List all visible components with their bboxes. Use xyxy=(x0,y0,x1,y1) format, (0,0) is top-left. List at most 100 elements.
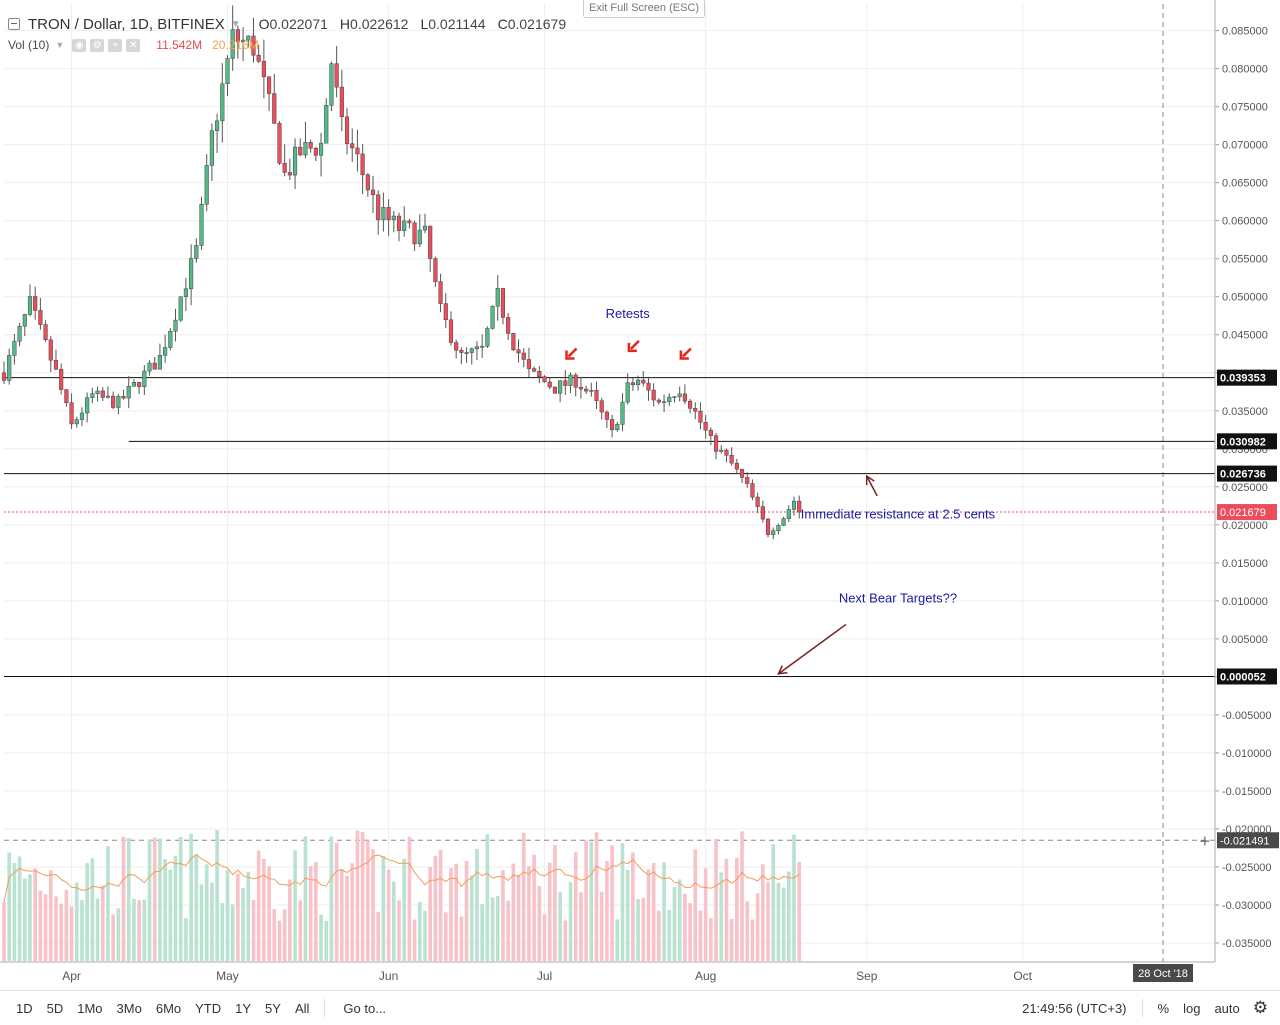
price-axis[interactable]: 0.085000 0.080000 0.075000 0.070000 0.065000… xyxy=(1199,0,1279,962)
candle-body xyxy=(344,116,350,144)
volume-bar xyxy=(220,903,225,961)
volume-bar xyxy=(173,855,178,961)
volume-bar xyxy=(43,894,48,961)
volume-bar xyxy=(490,897,495,961)
candle-body xyxy=(381,207,386,221)
x-tick-label: Aug xyxy=(695,969,716,983)
close-value: C0.021679 xyxy=(497,16,567,32)
volume-bar xyxy=(121,836,126,961)
range-button-5d[interactable]: 5D xyxy=(46,1000,64,1016)
candle-body xyxy=(568,374,573,386)
crosshair-price-box xyxy=(1217,832,1279,849)
symbol-legend: TRON / Dollar, 1D, BITFINEX ▼ O0.022071 … xyxy=(8,14,566,34)
volume-bar xyxy=(350,863,355,961)
candle-body xyxy=(178,296,183,321)
candle-body xyxy=(391,215,396,221)
candle-body xyxy=(251,35,256,56)
candle-body xyxy=(142,370,147,387)
range-button-1y[interactable]: 1Y xyxy=(235,1000,252,1016)
candle-body xyxy=(12,340,17,356)
visibility-icon[interactable]: ◉ xyxy=(72,38,87,52)
candle-body xyxy=(729,455,734,464)
settings-icon[interactable]: ⚙ xyxy=(90,38,105,52)
volume-bar xyxy=(48,870,53,961)
candle-body xyxy=(739,468,745,478)
candle-body xyxy=(589,390,594,392)
candle-body xyxy=(552,386,557,394)
candle-body xyxy=(495,288,500,307)
time-axis[interactable]: Apr May Jun Jul Aug Sep Oct 28 Oct '18 xyxy=(0,961,1215,983)
volume-bar xyxy=(511,863,516,961)
range-button-1mo[interactable]: 1Mo xyxy=(77,1000,103,1016)
candle-body xyxy=(417,229,422,245)
range-button-5y[interactable]: 5Y xyxy=(265,1000,281,1016)
volume-bar xyxy=(495,896,500,961)
volume-bar xyxy=(719,872,724,961)
volume-bar xyxy=(615,919,620,961)
volume-bar xyxy=(246,871,251,961)
volume-bar xyxy=(527,866,531,961)
volume-bar xyxy=(59,903,63,961)
chevron-down-icon[interactable]: ▼ xyxy=(55,40,65,50)
volume-bar xyxy=(620,843,625,961)
volume-bar xyxy=(703,868,708,961)
candle-body xyxy=(318,142,324,156)
range-button-all[interactable]: All xyxy=(294,1000,310,1016)
volume-bar xyxy=(277,920,282,961)
volume-bar xyxy=(667,910,672,961)
volume-bar xyxy=(22,878,27,961)
candle-body xyxy=(85,397,90,414)
candle-body xyxy=(745,477,750,484)
volume-bar xyxy=(215,830,219,961)
candle-body xyxy=(64,389,69,403)
candle-body xyxy=(69,402,74,425)
range-button-ytd[interactable]: YTD xyxy=(195,1000,222,1016)
volume-bar xyxy=(371,849,375,961)
goto-button[interactable]: Go to... xyxy=(343,1000,387,1016)
auto-toggle[interactable]: auto xyxy=(1214,1000,1240,1016)
range-button-6mo[interactable]: 6Mo xyxy=(155,1000,182,1016)
volume-bar xyxy=(558,892,562,961)
time-display[interactable]: 21:49:56 (UTC+3) xyxy=(1022,1000,1127,1016)
candle-body xyxy=(610,419,615,430)
candle-body xyxy=(38,310,43,325)
retest-arrow-marker xyxy=(679,347,692,360)
volume-bar xyxy=(516,874,521,961)
exit-fullscreen-button[interactable]: Exit Full Screen (ESC) xyxy=(583,0,705,18)
collapse-legend-icon[interactable] xyxy=(8,18,20,30)
candle-body xyxy=(183,288,188,298)
toolbar-divider xyxy=(324,999,326,1017)
candle-body xyxy=(615,424,620,430)
candle-body xyxy=(189,258,194,290)
candle-body xyxy=(516,349,521,354)
candle-body xyxy=(771,530,776,535)
volume-bar xyxy=(459,916,464,961)
volume-bar xyxy=(646,869,651,961)
chevron-down-icon[interactable]: ▼ xyxy=(230,18,241,30)
volume-bar xyxy=(693,849,698,961)
range-button-3mo[interactable]: 3Mo xyxy=(116,1000,142,1016)
volume-bar xyxy=(521,832,526,961)
add-icon[interactable]: + xyxy=(108,38,123,52)
percent-toggle[interactable]: % xyxy=(1157,1000,1170,1016)
close-icon[interactable]: ✕ xyxy=(126,38,141,52)
level-label-box xyxy=(1217,369,1277,386)
candle-body xyxy=(443,303,448,321)
candle-body xyxy=(547,381,552,388)
low-value: L0.021144 xyxy=(420,16,486,32)
range-button-1d[interactable]: 1D xyxy=(16,1000,33,1016)
candle-body xyxy=(43,324,48,341)
price-chart[interactable]: Retests Immediate resistance at 2.5 cents… xyxy=(0,0,1280,990)
candle-body xyxy=(22,314,27,327)
volume-bar xyxy=(106,846,110,961)
gear-icon[interactable]: ⚙ xyxy=(1252,998,1268,1017)
volume-bar xyxy=(111,914,115,961)
x-tick-label: Jun xyxy=(379,969,398,983)
volume-bar xyxy=(230,904,235,961)
candle-body xyxy=(27,296,33,315)
volume-bar xyxy=(152,837,157,961)
volume-bar xyxy=(314,862,318,961)
log-toggle[interactable]: log xyxy=(1183,1000,1201,1016)
volume-bar xyxy=(610,845,614,961)
volume-ma-value: 20.216M xyxy=(212,38,259,52)
